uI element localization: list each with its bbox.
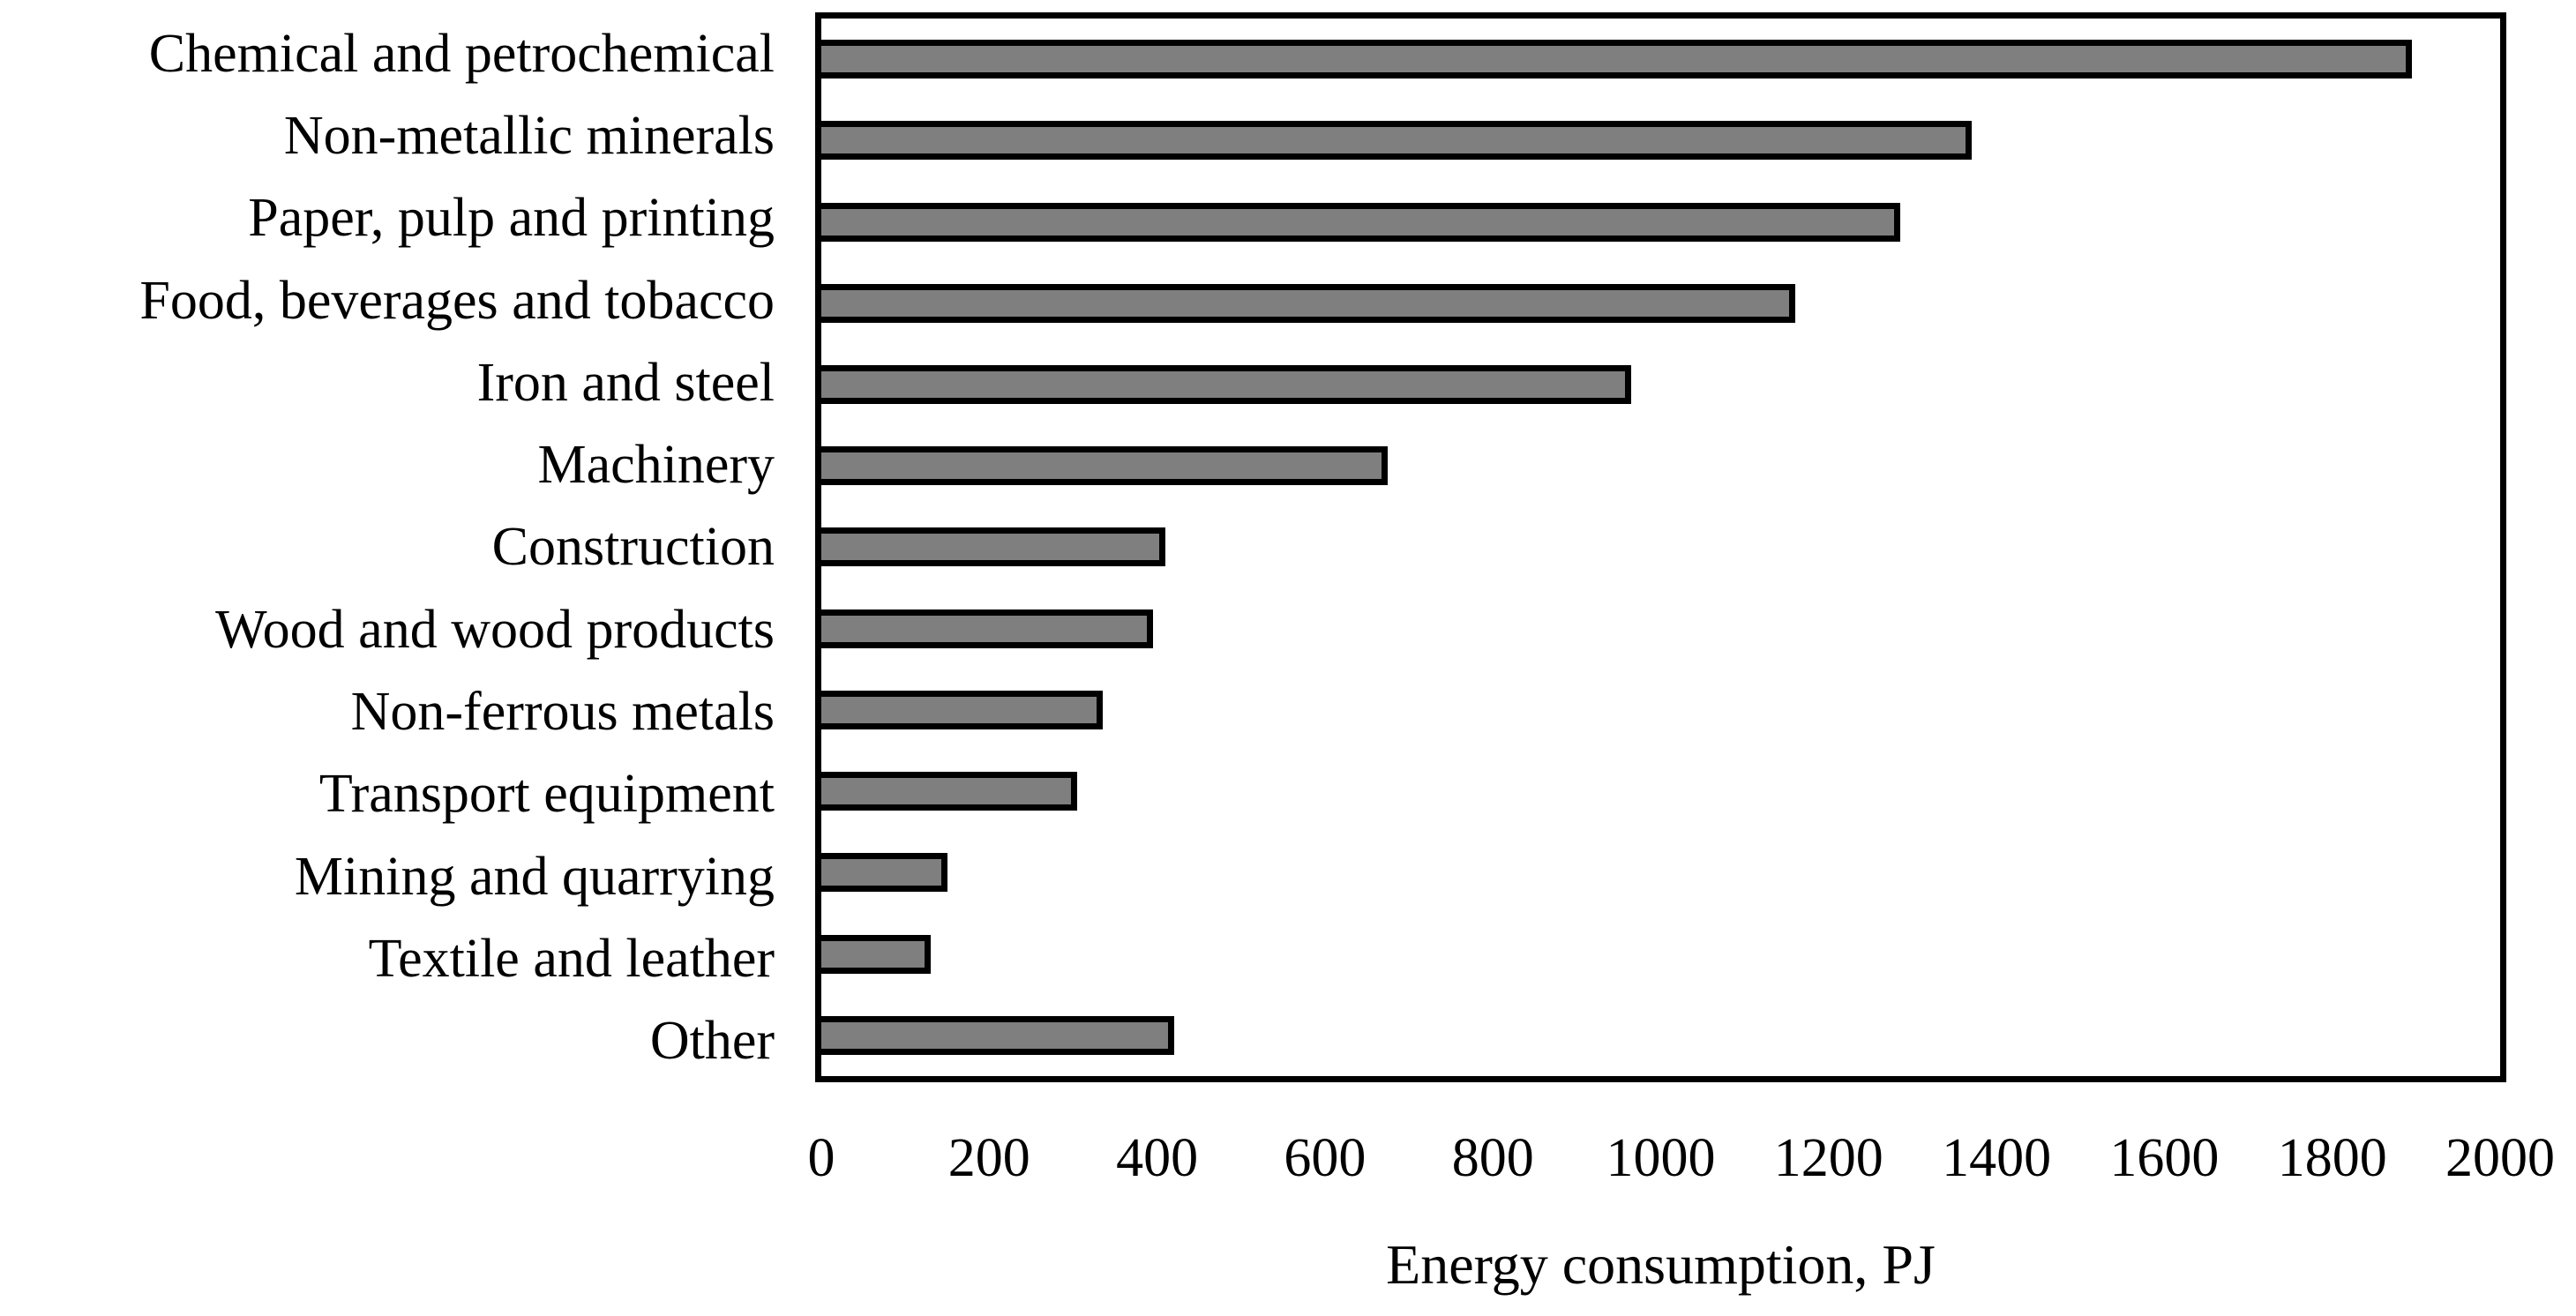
bar-row — [821, 263, 2500, 344]
category-label: Paper, pulp and printing — [248, 188, 775, 249]
category-label: Mining and quarrying — [294, 846, 775, 907]
category-label: Textile and leather — [368, 929, 775, 990]
bar — [821, 40, 2413, 79]
bar-row — [821, 669, 2500, 751]
category-label: Non-ferrous metals — [350, 682, 775, 743]
bar — [821, 772, 1078, 811]
x-tick-label: 1800 — [2277, 1128, 2387, 1188]
category-label: Transport equipment — [318, 764, 775, 825]
category-label: Wood and wood products — [215, 599, 775, 660]
bar — [821, 934, 931, 974]
x-tick-label: 0 — [807, 1128, 835, 1188]
bar-row — [821, 995, 2500, 1076]
bar — [821, 1015, 1174, 1055]
x-tick-label: 400 — [1116, 1128, 1199, 1188]
x-axis-tick-labels: 0 200 400 600 800 1000 1200 1400 1600 1800 2000 — [808, 1128, 2556, 1197]
bar — [821, 853, 947, 893]
category-axis-labels: Chemical and petrochemical Non-metallic m… — [0, 12, 815, 1082]
x-tick-label: 1200 — [1773, 1128, 1883, 1188]
bar-row — [821, 100, 2500, 181]
bar — [821, 283, 1795, 323]
category-label: Iron and steel — [476, 352, 775, 413]
bar-row — [821, 506, 2500, 587]
bar-row — [821, 181, 2500, 262]
bar-row — [821, 19, 2500, 100]
bar-row — [821, 832, 2500, 913]
x-axis-title: Energy consumption, PJ — [1386, 1233, 1936, 1296]
bar-row — [821, 425, 2500, 506]
bar — [821, 527, 1166, 567]
plot-area — [815, 12, 2506, 1082]
x-tick-label: 800 — [1451, 1128, 1534, 1188]
category-label: Food, beverages and tobacco — [139, 270, 775, 331]
category-label: Chemical and petrochemical — [148, 23, 775, 84]
bar — [821, 202, 1900, 242]
bar — [821, 446, 1389, 486]
bar-row — [821, 588, 2500, 669]
bar-row — [821, 344, 2500, 425]
bar — [821, 690, 1103, 729]
category-label: Construction — [491, 517, 775, 578]
bar — [821, 609, 1153, 648]
bar-row — [821, 914, 2500, 995]
x-tick-label: 600 — [1284, 1128, 1367, 1188]
bar — [821, 365, 1632, 405]
x-tick-label: 2000 — [2445, 1128, 2555, 1188]
x-tick-label: 1000 — [1606, 1128, 1716, 1188]
category-label: Machinery — [537, 435, 775, 496]
x-tick-label: 200 — [947, 1128, 1030, 1188]
x-tick-label: 1600 — [2109, 1128, 2220, 1188]
category-label: Other — [649, 1011, 775, 1072]
x-tick-label: 1400 — [1942, 1128, 2052, 1188]
bar-row — [821, 751, 2500, 832]
category-label: Non-metallic minerals — [283, 105, 775, 166]
bar — [821, 121, 1972, 161]
